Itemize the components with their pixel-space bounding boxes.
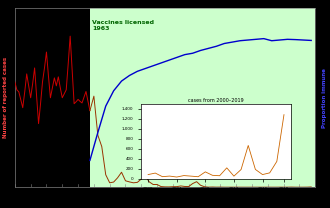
Text: Proportion immune: Proportion immune [322,68,327,128]
Title: cases from 2000–2019: cases from 2000–2019 [188,98,244,103]
Text: Number of reported cases: Number of reported cases [3,57,8,138]
Bar [90,8,315,187]
Text: Vaccines licensed
1963: Vaccines licensed 1963 [92,20,154,31]
